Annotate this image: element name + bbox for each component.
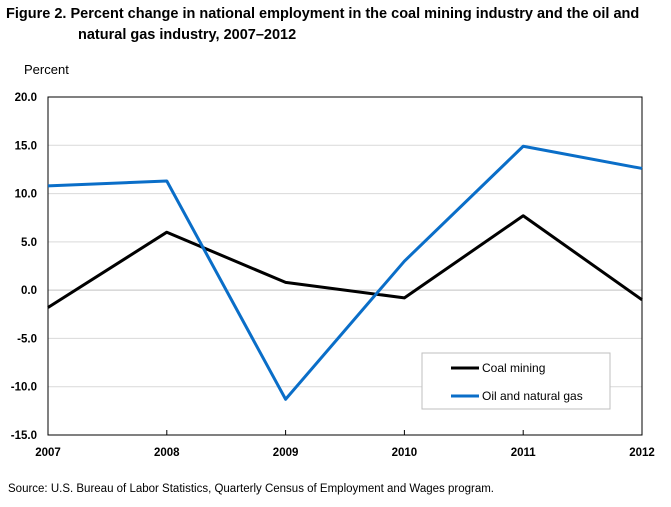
y-tick-label: -15.0: [11, 430, 37, 442]
x-tick-label: 2007: [35, 447, 61, 459]
chart-title: Figure 2. Percent change in national emp…: [6, 4, 666, 46]
source-note: Source: U.S. Bureau of Labor Statistics,…: [8, 483, 494, 495]
legend-label-oil-and-natural-gas: Oil and natural gas: [482, 389, 583, 403]
series-line-coal-mining: [47, 214, 643, 309]
chart-title-line-2: natural gas industry, 2007–2012: [78, 27, 297, 43]
y-tick-label: 0.0: [21, 285, 37, 297]
x-tick-label: 2010: [392, 447, 418, 459]
y-tick-label: 15.0: [15, 140, 37, 152]
line-chart: 20.0 15.0 10.0 5.0 0.0 -5.0 -10.0 -15.0 2007 2008…: [11, 92, 655, 459]
y-tick-label: -5.0: [17, 333, 37, 345]
legend-box: [421, 352, 611, 410]
x-tick-label: 2008: [154, 447, 180, 459]
chart-title-line-1: Figure 2. Percent change in national emp…: [6, 6, 640, 22]
y-axis-label: Percent: [24, 62, 69, 77]
x-tick-label: 2012: [629, 447, 655, 459]
series-line-oil-and-natural-gas: [47, 144, 643, 401]
y-tick-label: 10.0: [15, 189, 37, 201]
plot-frame: [47, 96, 643, 436]
x-tick-label: 2011: [511, 447, 537, 459]
legend-label-coal-mining: Coal mining: [482, 361, 545, 375]
y-tick-label: 20.0: [15, 92, 37, 104]
y-tick-label: -10.0: [11, 382, 37, 394]
x-tick-label: 2009: [273, 447, 299, 459]
y-tick-label: 5.0: [21, 237, 37, 249]
